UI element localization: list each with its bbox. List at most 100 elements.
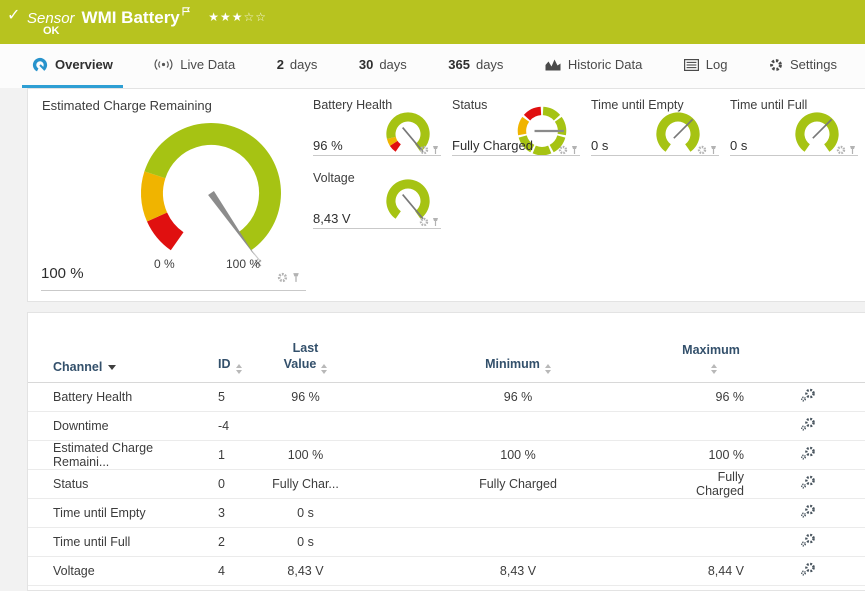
live-data-icon (154, 59, 173, 70)
divider (730, 155, 858, 156)
channel-minimum (358, 498, 678, 528)
channel-last-value: 96 % (253, 382, 358, 412)
overview-gauges-panel: Estimated Charge Remaining 0 % 100 % 100… (27, 88, 865, 302)
voltage-gauge (386, 179, 430, 220)
pin-icon[interactable] (432, 217, 439, 227)
object-kind-label: Sensor (27, 10, 75, 27)
flag-icon[interactable] (182, 3, 190, 21)
channel-name: Battery Health (28, 382, 193, 412)
tile-title: Voltage (313, 171, 355, 185)
channel-maximum: 96 % (678, 382, 748, 412)
channel-minimum (358, 527, 678, 557)
channel-id: 4 (193, 556, 253, 586)
column-header-minimum[interactable]: Minimum (358, 313, 678, 383)
pin-icon[interactable] (571, 145, 578, 155)
channel-minimum: 96 % (358, 382, 678, 412)
channel-name: Time until Empty (28, 498, 193, 528)
channel-last-value (253, 411, 358, 441)
tab-settings[interactable]: Settings (759, 44, 847, 88)
time-until-empty-gauge (656, 112, 700, 152)
sort-arrows-icon (710, 363, 717, 374)
column-header-id[interactable]: ID (193, 313, 253, 383)
tab-365-days[interactable]: 365 days (448, 57, 504, 72)
gauge-settings-gear-icon[interactable] (697, 145, 707, 155)
gauge-scale-max-label: 100 % (226, 257, 261, 271)
gauge-tile-battery-health: Battery Health 96 % (311, 89, 450, 159)
pin-icon[interactable] (432, 145, 439, 155)
column-header-maximum[interactable]: Maximum (678, 313, 748, 383)
table-row: Estimated Charge Remaini... 1 100 % 100 … (28, 440, 865, 470)
tab-live-data[interactable]: Live Data (144, 44, 245, 88)
channel-name: Estimated Charge Remaini... (28, 440, 193, 470)
gauge-settings-gear-icon[interactable] (277, 272, 288, 283)
channel-last-value: 0 s (253, 527, 358, 557)
tab-bar: Overview Live Data 2 days 30 days 365 days … (0, 44, 865, 88)
edit-channel-gears-icon[interactable] (800, 446, 816, 460)
edit-channel-gears-icon[interactable] (800, 388, 816, 402)
channel-maximum (678, 498, 748, 528)
tile-value: 8,43 V (313, 211, 351, 226)
gauge-tile-status: Status Fully Charged (450, 89, 589, 159)
table-header-row: Channel ID Last Value Minimum Maximum (28, 313, 865, 383)
channel-last-value: 100 % (253, 440, 358, 470)
sort-arrows-icon (321, 363, 328, 374)
sort-arrows-icon (544, 363, 551, 374)
gauge-settings-gear-icon[interactable] (419, 145, 429, 155)
gauge-needle (402, 194, 424, 220)
sort-caret-icon (108, 364, 117, 370)
tab-30-days[interactable]: 30 days (358, 57, 407, 72)
primary-gauge-tile: Estimated Charge Remaining 0 % 100 % 100… (28, 89, 311, 301)
gauge-scale-min-label: 0 % (154, 257, 175, 271)
primary-gauge-title: Estimated Charge Remaining (42, 98, 212, 113)
edit-channel-gears-icon[interactable] (800, 533, 816, 547)
tab-historic-data[interactable]: Historic Data (535, 44, 652, 88)
pin-icon[interactable] (849, 145, 856, 155)
sensor-title: WMI Battery (81, 8, 180, 27)
gauge-tile-voltage: Voltage 8,43 V (311, 159, 450, 229)
gauge-settings-gear-icon[interactable] (558, 145, 568, 155)
edit-channel-gears-icon[interactable] (800, 562, 816, 576)
channel-name: Voltage (28, 556, 193, 586)
sensor-status-text: OK (43, 25, 60, 37)
channel-name: Time until Full (28, 527, 193, 557)
tile-title: Time until Full (730, 98, 808, 112)
primary-gauge (140, 123, 281, 267)
sort-arrows-icon (235, 363, 242, 374)
table-row: Time until Full 2 0 s (28, 527, 865, 557)
divider (591, 155, 719, 156)
priority-stars[interactable]: ★★★☆☆ (208, 10, 268, 24)
tab-overview[interactable]: Overview (22, 44, 123, 88)
edit-channel-gears-icon[interactable] (800, 417, 816, 431)
edit-channel-gears-icon[interactable] (800, 475, 816, 489)
sensor-header: ✓ Sensor WMI Battery ★★★☆☆ OK (0, 0, 865, 44)
channel-maximum (678, 527, 748, 557)
channel-last-value: Fully Char... (253, 469, 358, 499)
column-header-channel[interactable]: Channel (28, 313, 193, 383)
channel-maximum (678, 411, 748, 441)
channel-maximum: Fully Charged (678, 469, 748, 499)
time-until-full-gauge (795, 112, 839, 152)
gauge-settings-gear-icon[interactable] (419, 217, 429, 227)
edit-channel-gears-icon[interactable] (800, 504, 816, 518)
divider (41, 290, 306, 291)
channel-name: Status (28, 469, 193, 499)
channel-minimum (358, 411, 678, 441)
channel-id: 5 (193, 382, 253, 412)
table-row: Downtime -4 (28, 411, 865, 441)
tab-log[interactable]: Log (674, 44, 738, 88)
table-row: Battery Health 5 96 % 96 % 96 % (28, 382, 865, 412)
tab-2-days[interactable]: 2 days (276, 57, 318, 72)
pin-icon[interactable] (710, 145, 717, 155)
divider (452, 155, 580, 156)
tile-title: Status (452, 98, 488, 112)
pin-icon[interactable] (292, 272, 300, 283)
channel-id: 1 (193, 440, 253, 470)
gear-icon (770, 58, 782, 71)
divider (313, 228, 441, 229)
table-row: Voltage 4 8,43 V 8,43 V 8,44 V (28, 556, 865, 586)
channel-last-value: 8,43 V (253, 556, 358, 586)
channel-table-panel: Channel ID Last Value Minimum Maximum Bat… (27, 312, 865, 591)
gauge-settings-gear-icon[interactable] (836, 145, 846, 155)
column-header-last-value[interactable]: Last Value (253, 313, 358, 383)
tile-value: 0 s (730, 138, 748, 153)
